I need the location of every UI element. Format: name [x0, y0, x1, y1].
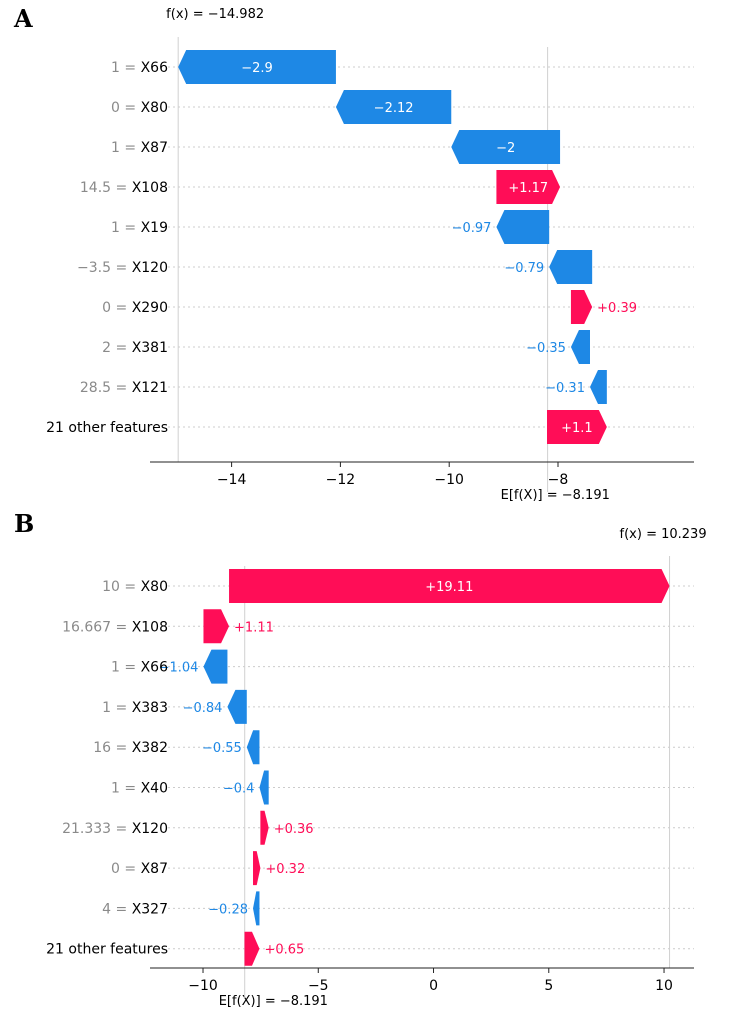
bar-value-label: −0.55: [202, 741, 242, 756]
bar-value-label: −0.84: [183, 701, 223, 716]
x-tick-label: −10: [434, 472, 464, 488]
bar-value-label: −0.4: [223, 782, 255, 797]
bar-value-label: −2.9: [241, 61, 273, 76]
bar-value-label: −0.35: [526, 341, 566, 356]
panel-b-letter: B: [14, 509, 34, 538]
bar-value-label: +0.39: [597, 301, 637, 316]
bar-value-label: +1.1: [561, 421, 593, 436]
x-tick-label: −14: [217, 472, 247, 488]
waterfall-bar: [496, 210, 550, 244]
waterfall-bar: [260, 810, 269, 845]
feature-label: 21 other features: [46, 420, 168, 436]
waterfall-bar: [227, 689, 247, 724]
bar-value-label: +0.32: [265, 862, 305, 877]
feature-label: 2 = X381: [102, 340, 168, 356]
feature-label: 1 = X66: [111, 660, 168, 676]
bar-value-label: −0.31: [545, 381, 585, 396]
waterfall-bar: [570, 290, 593, 324]
feature-label: −3.5 = X120: [77, 260, 168, 276]
panel-a-letter: A: [13, 4, 33, 33]
feature-label: 0 = X80: [111, 100, 168, 116]
waterfall-bar: [253, 891, 260, 926]
feature-label: 4 = X327: [102, 901, 168, 917]
waterfall-bar: [589, 370, 607, 404]
bar-value-label: +0.36: [274, 822, 314, 837]
feature-label: 1 = X383: [102, 700, 168, 716]
waterfall-bar: [259, 770, 269, 805]
feature-label: 28.5 = X121: [80, 380, 168, 396]
feature-label: 21 other features: [46, 942, 168, 958]
waterfall-bar: [570, 330, 590, 364]
feature-label: 14.5 = X108: [80, 180, 168, 196]
feature-label: 0 = X290: [102, 300, 168, 316]
feature-label: 1 = X66: [111, 60, 168, 76]
feature-label: 10 = X80: [102, 579, 168, 595]
bar-value-label: +1.17: [508, 181, 548, 196]
feature-label: 1 = X19: [111, 220, 168, 236]
waterfall-bar: [547, 410, 607, 444]
panel-b-fx-label: f(x) = 10.239: [620, 527, 707, 542]
feature-label: 16.667 = X108: [62, 619, 168, 635]
waterfall-bar: [451, 130, 561, 164]
bar-value-label: +19.11: [425, 580, 473, 595]
bar-value-label: −2: [496, 141, 515, 156]
panel-a-fx-label: f(x) = −14.982: [166, 7, 264, 22]
waterfall-bar: [496, 170, 561, 204]
waterfall-bar: [244, 931, 260, 966]
waterfall-bar: [203, 609, 230, 644]
bar-value-label: −1.04: [159, 661, 199, 676]
bar-value-label: −0.97: [452, 221, 492, 236]
feature-label: 21.333 = X120: [62, 821, 168, 837]
waterfall-bar: [549, 250, 593, 284]
waterfall-bar: [178, 50, 336, 84]
feature-label: 1 = X40: [111, 781, 168, 797]
x-tick-label: −8: [548, 472, 569, 488]
bar-value-label: +0.65: [264, 943, 304, 958]
bar-value-label: −2.12: [374, 101, 414, 116]
feature-label: 16 = X382: [93, 740, 168, 756]
waterfall-bar: [229, 569, 670, 603]
x-tick-label: 0: [429, 978, 438, 994]
panel-a: A f(x) = −14.982 E[f(X)] = −8.191 −2.9 1 …: [13, 4, 694, 503]
bar-value-label: −0.79: [504, 261, 544, 276]
feature-label: 0 = X87: [111, 861, 168, 877]
panel-b: B f(x) = 10.239 E[f(X)] = −8.191 +19.11 1…: [14, 509, 707, 1009]
waterfall-bar: [203, 649, 228, 684]
waterfall-bar: [335, 90, 452, 124]
x-tick-label: 5: [544, 978, 553, 994]
bar-value-label: +1.11: [234, 620, 274, 635]
x-tick-label: −10: [188, 978, 218, 994]
panel-b-expected-value-label: E[f(X)] = −8.191: [219, 994, 328, 1009]
x-tick-label: −5: [308, 978, 329, 994]
waterfall-bar: [253, 851, 261, 886]
x-tick-label: −12: [326, 472, 356, 488]
feature-label: 1 = X87: [111, 140, 168, 156]
bar-value-label: −0.28: [208, 902, 248, 917]
panel-a-expected-value-label: E[f(X)] = −8.191: [501, 488, 610, 503]
waterfall-bar: [246, 730, 260, 765]
x-tick-label: 10: [655, 978, 673, 994]
